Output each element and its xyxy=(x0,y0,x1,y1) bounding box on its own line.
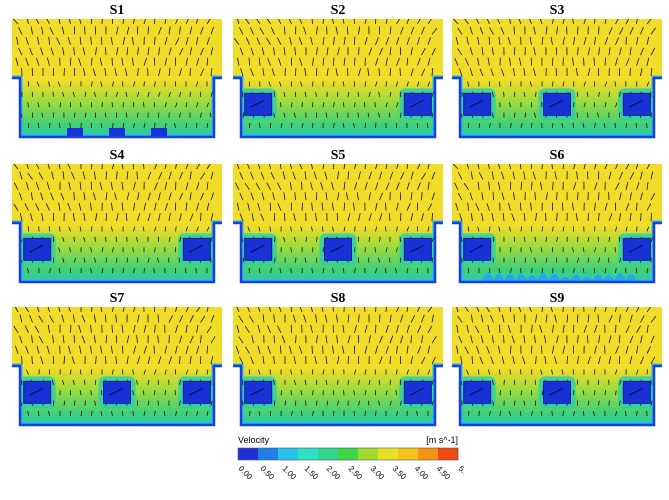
legend-tick-label: 2.50 xyxy=(347,464,365,482)
floor-vent xyxy=(151,128,167,137)
panel-s6: S6 xyxy=(452,148,662,284)
panel-title: S9 xyxy=(550,291,565,306)
legend-swatch xyxy=(238,448,259,460)
obstacle-block xyxy=(463,237,492,261)
floor-vent xyxy=(67,128,83,137)
enclosure-wall xyxy=(452,364,662,427)
flow-field xyxy=(12,164,222,282)
enclosure-wall xyxy=(233,364,443,427)
panel-title: S2 xyxy=(331,3,346,18)
legend-tick-label: 4.50 xyxy=(435,464,453,482)
panel-s7: S7 xyxy=(12,291,222,427)
legend-tick-label: 1.00 xyxy=(281,464,299,482)
legend-tick-label: 2.00 xyxy=(325,464,343,482)
obstacle-block xyxy=(403,380,432,404)
legend-tick-label: 3.50 xyxy=(391,464,409,482)
obstacle-block xyxy=(403,237,432,261)
obstacle-block xyxy=(23,380,52,404)
enclosure-wall xyxy=(452,76,662,139)
velocity-field-grid: S1 S2 S3 S4 S5 S6 S7 S8 S9 xyxy=(12,3,662,427)
legend-swatch xyxy=(278,448,299,460)
panel-s8: S8 xyxy=(233,291,443,427)
enclosure-wall xyxy=(233,76,443,139)
panel-s1: S1 xyxy=(12,3,222,139)
enclosure-wall xyxy=(233,221,443,284)
obstacle-block xyxy=(543,92,571,116)
flow-field xyxy=(233,307,443,425)
legend-swatch xyxy=(358,448,379,460)
obstacle-block xyxy=(622,380,651,404)
obstacle-block xyxy=(244,92,273,116)
legend-title: Velocity xyxy=(238,435,270,445)
enclosure-wall xyxy=(12,221,222,284)
panel-title: S8 xyxy=(331,291,346,306)
obstacle-block xyxy=(103,380,131,404)
legend-tick-label: 0.00 xyxy=(237,464,255,482)
panel-title: S6 xyxy=(550,148,565,163)
panel-s2: S2 xyxy=(233,3,443,139)
obstacle-block xyxy=(23,237,52,261)
legend-swatch xyxy=(398,448,419,460)
legend-ticks: 0.00 0.50 1.00 1.50 2.00 2.50 3.00 3.50 4.00 4.50… xyxy=(237,464,464,482)
enclosure-wall xyxy=(452,221,662,284)
flow-field xyxy=(233,164,443,282)
legend-tick-label: 4.00 xyxy=(413,464,431,482)
legend-unit: [m s^-1] xyxy=(426,435,458,445)
panel-title: S4 xyxy=(110,148,125,163)
panel-title: S1 xyxy=(110,3,125,18)
panel-s4: S4 xyxy=(12,148,222,284)
legend-tick-label: 1.50 xyxy=(303,464,321,482)
flow-field xyxy=(12,307,222,425)
obstacle-block xyxy=(403,92,432,116)
obstacle-block xyxy=(622,92,651,116)
obstacle-block xyxy=(244,237,273,261)
panel-title: S3 xyxy=(550,3,565,18)
legend-swatch xyxy=(298,448,319,460)
obstacle-block xyxy=(244,380,273,404)
legend-swatch xyxy=(258,448,279,460)
panel-s9: S9 xyxy=(452,291,662,427)
panel-s3: S3 xyxy=(452,3,662,139)
legend-swatch xyxy=(318,448,339,460)
panel-title: S7 xyxy=(110,291,125,306)
flow-field xyxy=(233,19,443,137)
obstacle-block xyxy=(622,237,651,261)
panel-title: S5 xyxy=(331,148,346,163)
panel-s5: S5 xyxy=(233,148,443,284)
enclosure-wall xyxy=(12,364,222,427)
obstacle-block xyxy=(463,92,492,116)
legend-swatch xyxy=(338,448,359,460)
legend-swatch xyxy=(438,448,459,460)
enclosure-wall xyxy=(12,76,222,139)
floor-vent xyxy=(109,128,125,137)
flow-field xyxy=(452,19,662,137)
flow-field xyxy=(452,164,662,282)
legend-swatch xyxy=(418,448,439,460)
obstacle-block xyxy=(182,237,211,261)
flow-field xyxy=(12,19,222,137)
legend-tick-label: 3.00 xyxy=(369,464,387,482)
legend-tick-label: 5.00 xyxy=(457,464,464,482)
flow-field xyxy=(452,307,662,425)
legend-swatch xyxy=(378,448,399,460)
legend-colorbar xyxy=(237,447,459,461)
obstacle-block xyxy=(543,380,571,404)
obstacle-block xyxy=(324,237,352,261)
velocity-legend: Velocity [m s^-1] 0.00 0.50 1.00 1.50 2.00 2.… xyxy=(237,435,464,482)
legend-tick-label: 0.50 xyxy=(259,464,277,482)
obstacle-block xyxy=(463,380,492,404)
obstacle-block xyxy=(182,380,211,404)
